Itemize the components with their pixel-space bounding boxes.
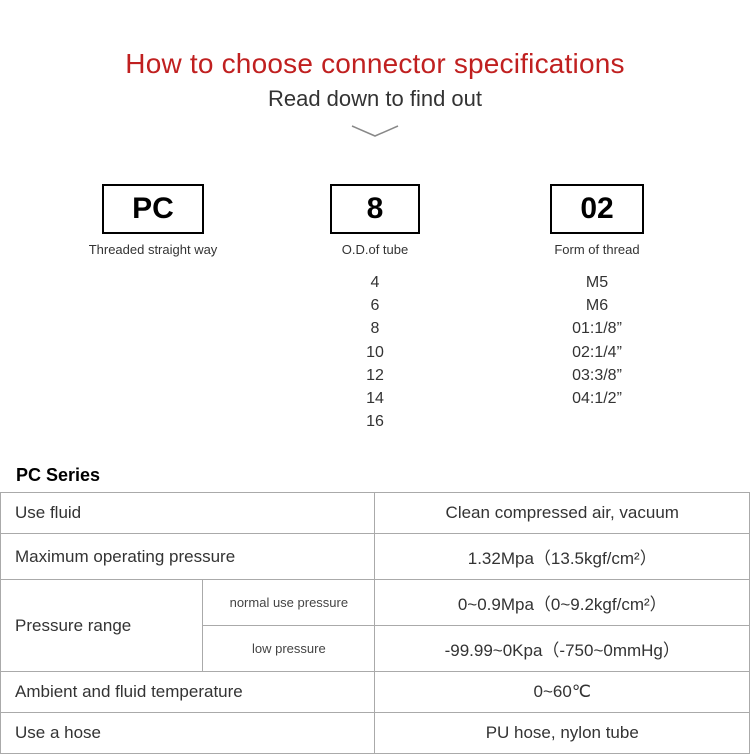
table-label: Use a hose — [1, 713, 375, 754]
table-label: Pressure range — [1, 580, 203, 672]
spec-table: Use fluidClean compressed air, vacuumMax… — [0, 492, 750, 754]
spec-value: 10 — [300, 341, 450, 364]
spec-value: 03:3/8” — [522, 364, 672, 387]
spec-caption: Threaded straight way — [78, 242, 228, 257]
spec-box: 8 — [330, 184, 420, 234]
series-label: PC Series — [16, 465, 750, 486]
spec-col-0: PC Threaded straight way — [78, 184, 228, 257]
table-value: Clean compressed air, vacuum — [375, 493, 750, 534]
table-value: 0~60℃ — [375, 672, 750, 713]
table-row: Maximum operating pressure1.32Mpa（13.5kg… — [1, 534, 750, 580]
spec-caption: Form of thread — [522, 242, 672, 257]
spec-value-list: M5M601:1/8”02:1/4”03:3/8”04:1/2” — [522, 271, 672, 410]
table-row: Pressure rangenormal use pressure0~0.9Mp… — [1, 580, 750, 626]
table-sublabel: low pressure — [203, 626, 375, 672]
table-sublabel: normal use pressure — [203, 580, 375, 626]
spec-value: 16 — [300, 410, 450, 433]
spec-table-body: Use fluidClean compressed air, vacuumMax… — [1, 493, 750, 754]
page-subtitle: Read down to find out — [0, 86, 750, 112]
table-row: Ambient and fluid temperature0~60℃ — [1, 672, 750, 713]
spec-value-list: 46810121416 — [300, 271, 450, 433]
table-value: 1.32Mpa（13.5kgf/cm²） — [375, 534, 750, 580]
spec-col-2: 02 Form of thread M5M601:1/8”02:1/4”03:3/8… — [522, 184, 672, 410]
spec-value: M6 — [522, 294, 672, 317]
spec-value: 14 — [300, 387, 450, 410]
spec-value: 02:1/4” — [522, 341, 672, 364]
chevron-down-icon — [348, 120, 402, 142]
spec-value: 6 — [300, 294, 450, 317]
spec-box: 02 — [550, 184, 643, 234]
spec-col-1: 8O.D.of tube46810121416 — [300, 184, 450, 433]
spec-value: 04:1/2” — [522, 387, 672, 410]
table-value: -99.99~0Kpa（-750~0mmHg） — [375, 626, 750, 672]
spec-caption: O.D.of tube — [300, 242, 450, 257]
table-row: Use a hosePU hose, nylon tube — [1, 713, 750, 754]
spec-value: 01:1/8” — [522, 317, 672, 340]
table-label: Use fluid — [1, 493, 375, 534]
spec-value: M5 — [522, 271, 672, 294]
page-title: How to choose connector specifications — [0, 48, 750, 80]
spec-value: 12 — [300, 364, 450, 387]
table-label: Maximum operating pressure — [1, 534, 375, 580]
spec-columns: PCThreaded straight way8O.D.of tube46810… — [0, 184, 750, 433]
table-row: Use fluidClean compressed air, vacuum — [1, 493, 750, 534]
table-value: 0~0.9Mpa（0~9.2kgf/cm²） — [375, 580, 750, 626]
table-value: PU hose, nylon tube — [375, 713, 750, 754]
spec-value: 8 — [300, 317, 450, 340]
header: How to choose connector specifications R… — [0, 0, 750, 142]
spec-box: PC — [102, 184, 204, 234]
table-label: Ambient and fluid temperature — [1, 672, 375, 713]
spec-value: 4 — [300, 271, 450, 294]
